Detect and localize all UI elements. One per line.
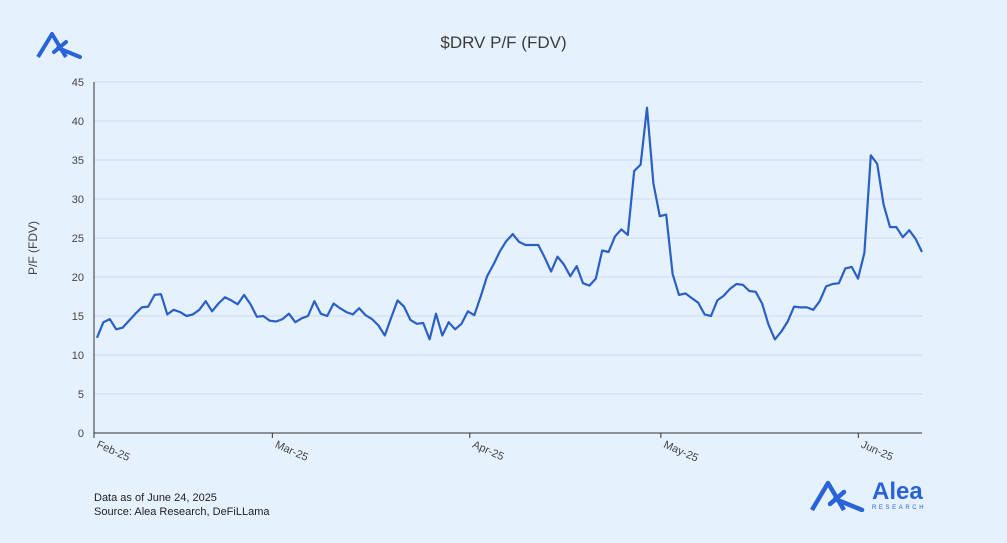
brand-name: Alea [872, 477, 923, 505]
brand-tagline: RESEARCH [872, 504, 927, 511]
alea-logo-icon [36, 32, 82, 59]
data-points [96, 107, 923, 340]
y-tick-label: 5 [78, 389, 84, 401]
y-tick-label: 25 [72, 233, 84, 245]
x-tick-label: May-25 [662, 439, 700, 465]
x-tick-label: Mar-25 [273, 439, 310, 464]
data-date-note: Data as of June 24, 2025 [94, 492, 217, 504]
y-tick-label: 35 [72, 155, 84, 167]
y-tick-label: 20 [72, 272, 84, 284]
x-axis: Feb-25 Mar-25 Apr-25 May-25 Jun-25 [93, 433, 895, 465]
alea-logo-mark-icon [810, 480, 865, 512]
x-tick-label: Jun-25 [859, 439, 895, 464]
axis-lines [93, 82, 922, 434]
y-tick-label: 40 [72, 116, 84, 128]
y-tick-label: 0 [78, 428, 84, 440]
brand-logo: Alea RESEARCH [810, 478, 926, 512]
y-axis-label: P/F (FDV) [26, 221, 40, 275]
x-tick-label: Apr-25 [471, 439, 506, 463]
y-tick-label: 15 [72, 311, 84, 323]
y-tick-label: 45 [72, 77, 84, 89]
series-line [95, 106, 923, 341]
source-note: Source: Alea Research, DeFiLLama [94, 506, 270, 518]
chart-title: $DRV P/F (FDV) [440, 33, 567, 52]
y-tick-label: 10 [72, 350, 84, 362]
y-tick-label: 30 [72, 194, 84, 206]
footnote: Data as of June 24, 2025 Source: Alea Re… [94, 491, 269, 519]
x-tick-label: Feb-25 [95, 439, 132, 464]
